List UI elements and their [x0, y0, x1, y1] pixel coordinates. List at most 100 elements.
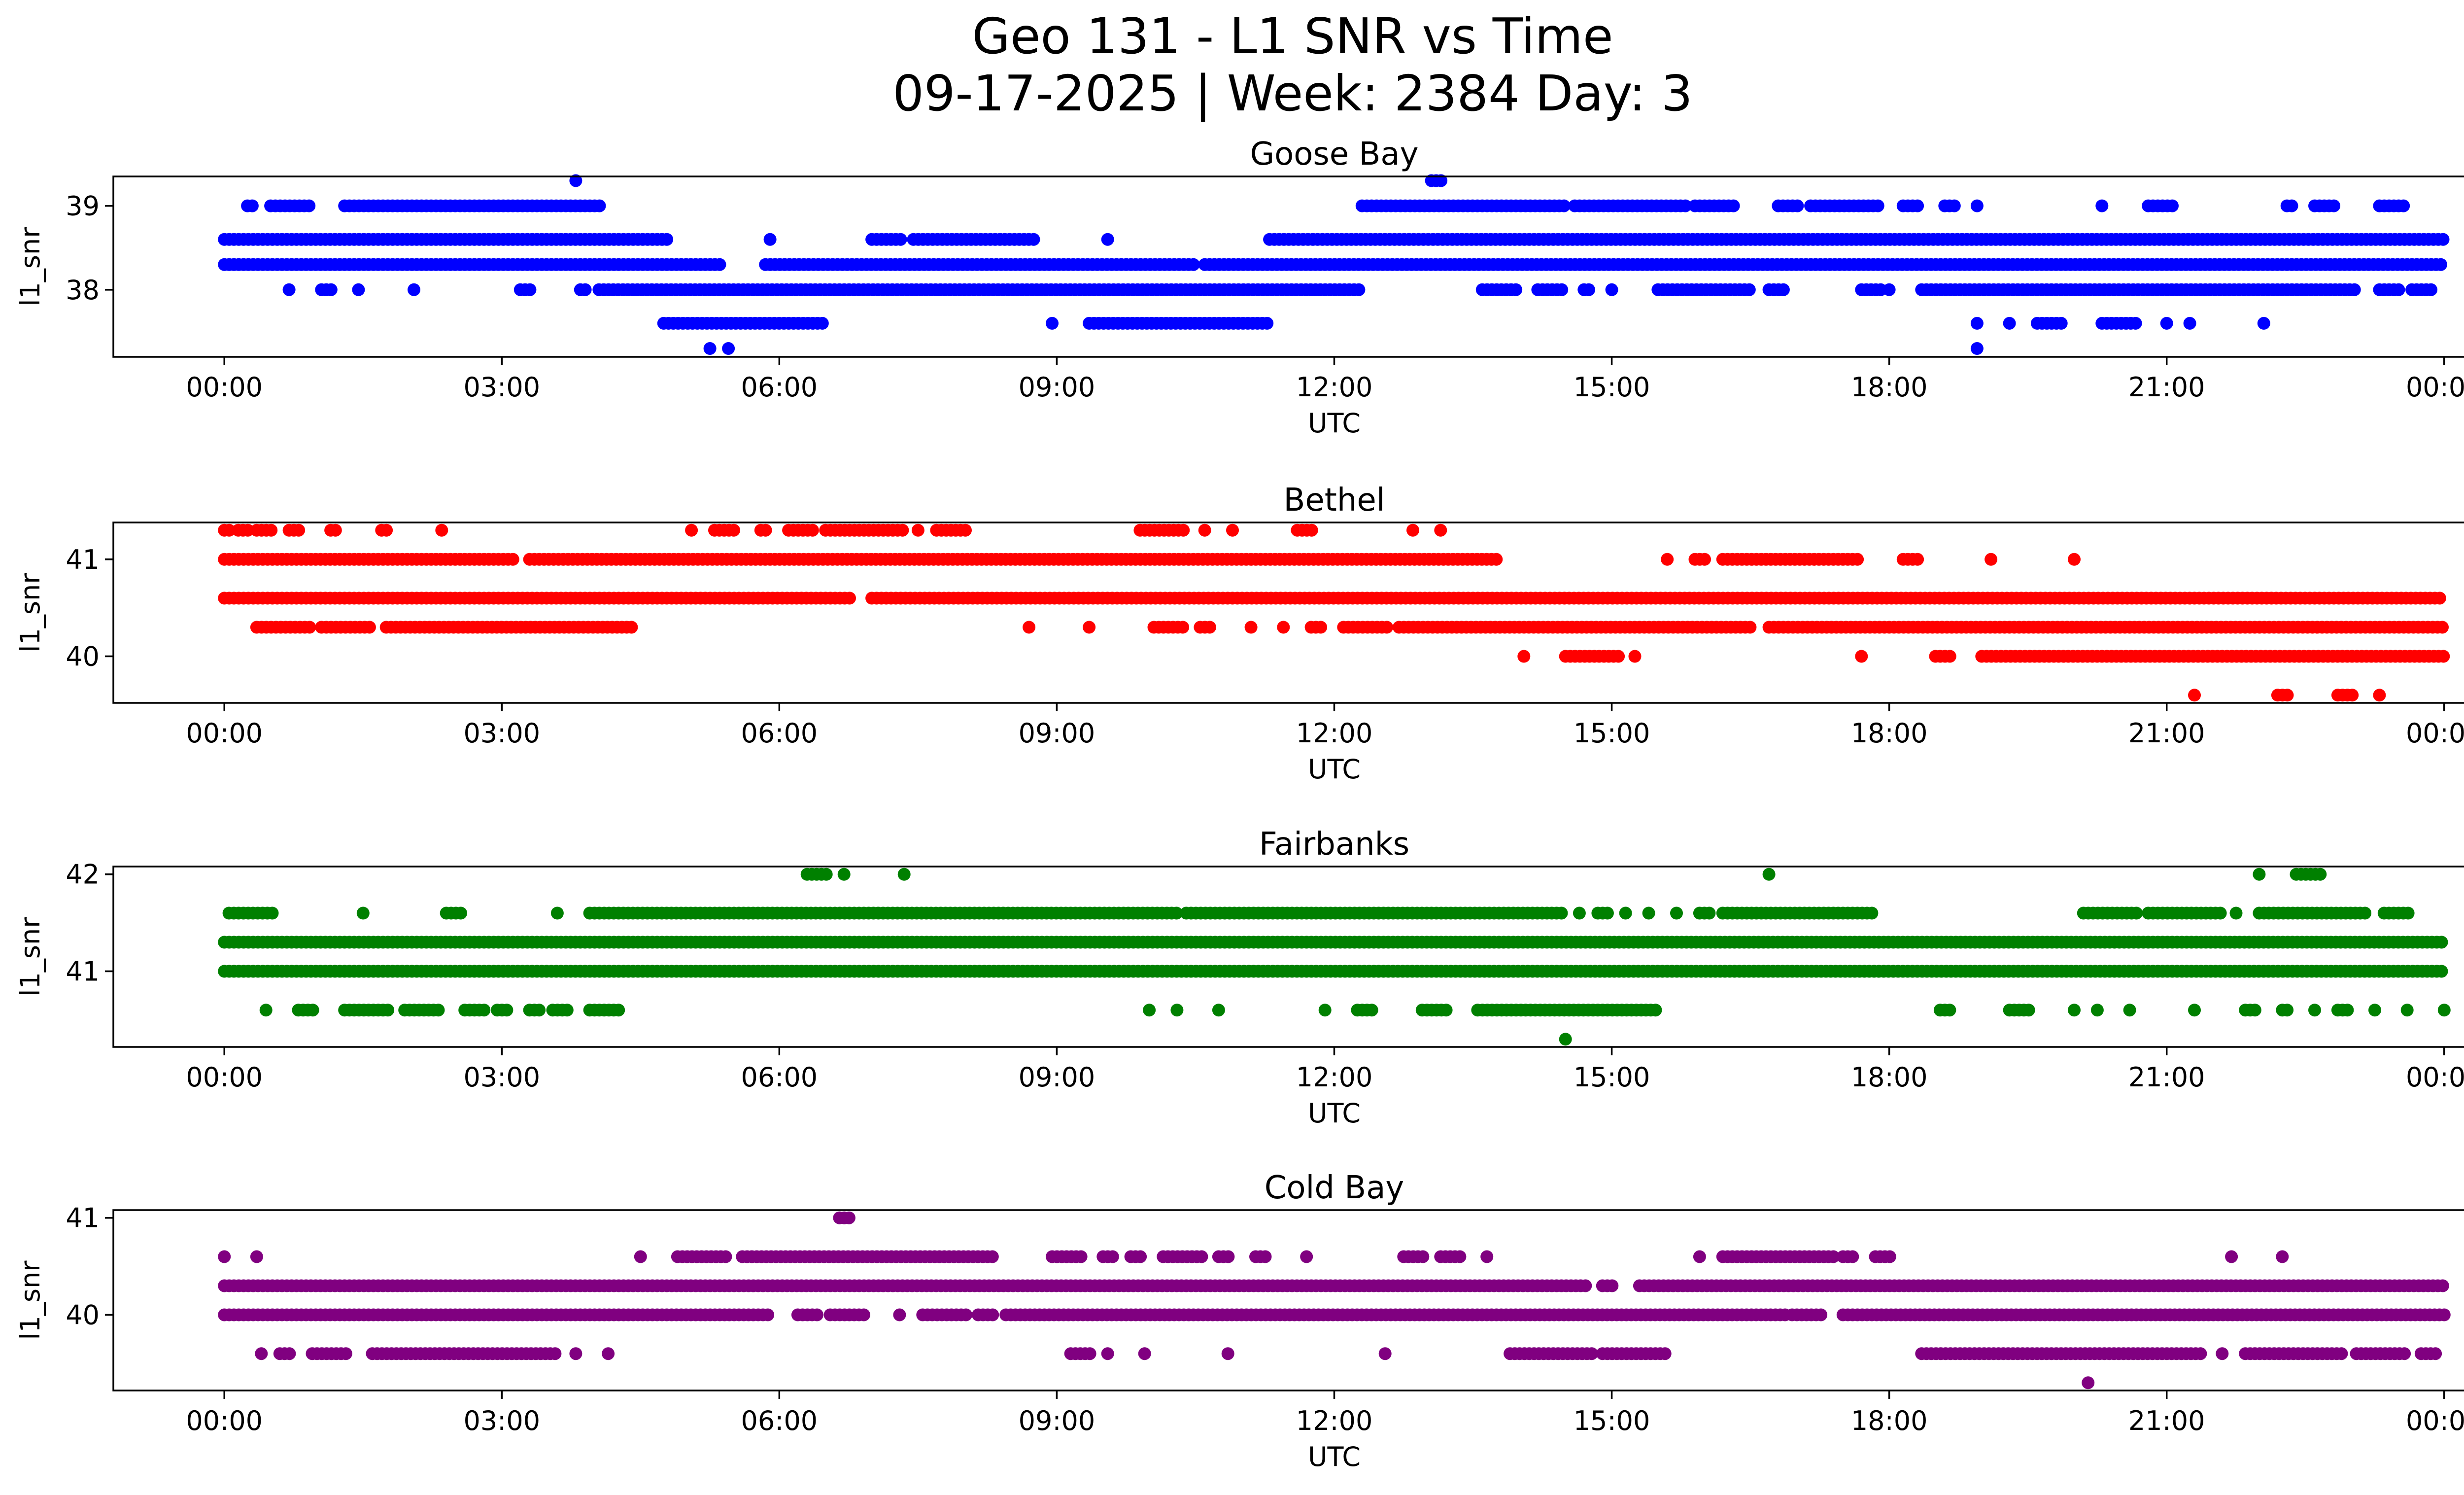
data-point — [1212, 1004, 1225, 1017]
data-point — [266, 906, 279, 920]
x-tick-label: 00:00 — [186, 372, 263, 403]
data-point — [896, 523, 909, 537]
data-point — [1300, 1250, 1313, 1263]
data-point — [1170, 906, 1183, 920]
series-bethel-40 — [1517, 650, 2450, 663]
points-goose-bay — [218, 174, 2450, 355]
data-point — [2022, 1004, 2035, 1017]
data-point — [1261, 316, 1274, 330]
data-point — [282, 283, 296, 296]
x-tick-label: 00:00 — [2406, 372, 2464, 403]
x-tick-label: 18:00 — [1851, 718, 1928, 749]
data-point — [1305, 523, 1318, 537]
series-goose-bay-38_6 — [218, 233, 2450, 246]
data-point — [2090, 1004, 2104, 1017]
x-tick-label: 03:00 — [463, 372, 540, 403]
data-point — [1046, 316, 1059, 330]
data-point — [2276, 1250, 2289, 1263]
data-point — [2308, 1004, 2321, 1017]
data-point — [1453, 1250, 1467, 1263]
data-point — [1555, 906, 1568, 920]
series-fairbanks-41_6 — [222, 906, 2415, 920]
data-point — [2130, 906, 2143, 920]
data-point — [959, 523, 972, 537]
series-cold-bay-40 — [218, 1308, 2451, 1321]
data-point — [1911, 199, 1924, 212]
data-point — [1106, 1250, 1119, 1263]
x-axis-label-fairbanks: UTC — [1308, 1098, 1361, 1129]
data-point — [1605, 283, 1618, 296]
data-point — [454, 906, 467, 920]
series-fairbanks-40_3 — [1559, 1033, 1572, 1046]
data-point — [1435, 174, 1448, 187]
series-bethel-40_6 — [218, 591, 2446, 605]
data-point — [1582, 283, 1595, 296]
data-point — [1365, 1004, 1378, 1017]
data-point — [1827, 1250, 1840, 1263]
x-tick-label: 15:00 — [1574, 1062, 1650, 1093]
data-point — [1226, 523, 1239, 537]
data-point — [506, 553, 519, 566]
data-point — [820, 868, 833, 881]
data-point — [550, 906, 564, 920]
data-point — [1134, 1250, 1147, 1263]
data-point — [435, 523, 448, 537]
data-point — [1882, 283, 1896, 296]
data-point — [500, 1004, 513, 1017]
x-tick-label: 21:00 — [2128, 1062, 2205, 1093]
data-point — [1744, 621, 1757, 634]
panel-title-bethel: Bethel — [1283, 482, 1385, 519]
data-point — [612, 1004, 625, 1017]
data-point — [1791, 199, 1804, 212]
data-point — [1314, 621, 1328, 634]
data-point — [806, 523, 819, 537]
data-point — [1619, 906, 1632, 920]
data-point — [250, 1250, 263, 1263]
data-point — [356, 906, 370, 920]
data-point — [569, 174, 582, 187]
data-point — [1517, 650, 1531, 663]
data-point — [2392, 283, 2405, 296]
data-point — [1170, 1004, 1184, 1017]
data-point — [478, 1004, 491, 1017]
y-tick-label: 39 — [66, 191, 100, 222]
x-axis-label-bethel: UTC — [1308, 754, 1361, 785]
data-point — [1679, 199, 1692, 212]
data-point — [2129, 316, 2142, 330]
data-point — [2373, 689, 2386, 702]
data-point — [1985, 553, 1998, 566]
data-point — [1883, 1250, 1896, 1263]
data-point — [634, 1250, 647, 1263]
data-point — [1416, 1250, 1430, 1263]
data-point — [2437, 650, 2450, 663]
data-point — [2327, 199, 2340, 212]
data-point — [1555, 283, 1569, 296]
data-point — [2397, 199, 2410, 212]
x-tick-label: 21:00 — [2128, 372, 2205, 403]
x-tick-label: 03:00 — [463, 718, 540, 749]
data-point — [1628, 650, 1642, 663]
data-point — [579, 283, 592, 296]
data-point — [1703, 906, 1716, 920]
data-point — [329, 523, 342, 537]
panel-fairbanks: Fairbanks 00:00 03:00 06:00 09:00 12:00 15:00… — [15, 826, 2464, 1129]
data-point — [2436, 621, 2449, 634]
y-tick-label: 41 — [66, 544, 100, 575]
data-point — [2433, 591, 2446, 605]
data-point — [2257, 316, 2270, 330]
data-point — [2281, 1004, 2294, 1017]
data-point — [1083, 621, 1096, 634]
x-tick-label: 09:00 — [1019, 372, 1095, 403]
points-bethel — [218, 523, 2450, 702]
data-point — [2437, 1004, 2451, 1017]
data-point — [1259, 1250, 1272, 1263]
series-goose-bay-39_3 — [569, 174, 1448, 187]
series-fairbanks-40_6 — [259, 1004, 2451, 1017]
data-point — [685, 523, 698, 537]
data-point — [2401, 906, 2415, 920]
x-tick-label: 00:00 — [186, 718, 263, 749]
data-point — [1642, 906, 1655, 920]
y-tick-label: 42 — [66, 859, 100, 890]
data-point — [1970, 199, 1984, 212]
